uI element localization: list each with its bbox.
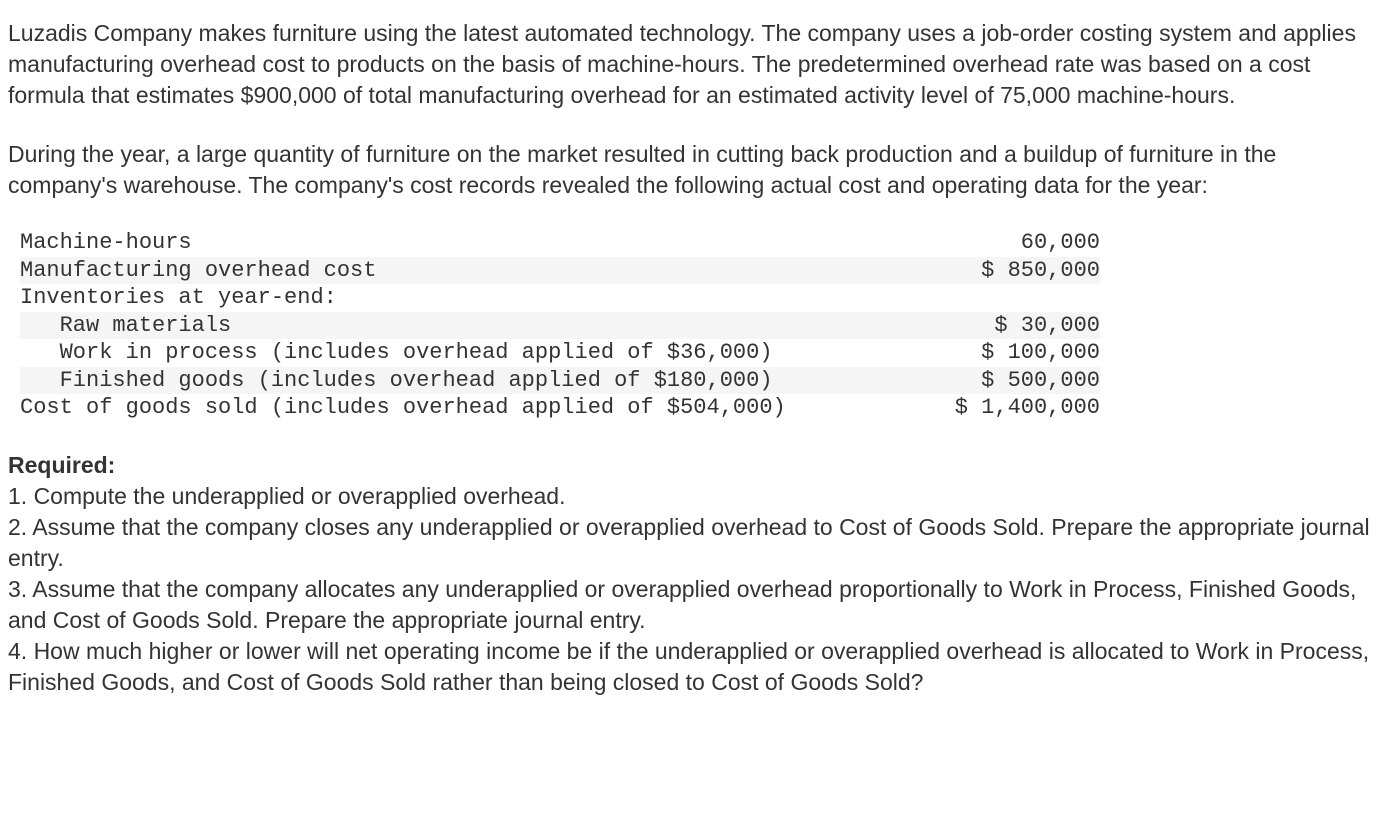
intro-paragraph-1: Luzadis Company makes furniture using th… (8, 18, 1374, 111)
required-item: 4. How much higher or lower will net ope… (8, 636, 1374, 698)
table-row: Work in process (includes overhead appli… (20, 339, 1100, 367)
required-item: 1. Compute the underapplied or overappli… (8, 481, 1374, 512)
table-row-label: Inventories at year-end: (20, 284, 337, 312)
table-row-label: Manufacturing overhead cost (20, 257, 376, 285)
table-row: Inventories at year-end: (20, 284, 1100, 312)
required-item: 3. Assume that the company allocates any… (8, 574, 1374, 636)
table-row-value: $ 1,400,000 (950, 394, 1100, 422)
table-row-value: 60,000 (950, 229, 1100, 257)
table-row: Raw materials $ 30,000 (20, 312, 1100, 340)
table-row-label: Work in process (includes overhead appli… (20, 339, 773, 367)
table-row: Cost of goods sold (includes overhead ap… (20, 394, 1100, 422)
table-row-label: Machine-hours (20, 229, 192, 257)
table-row-label: Finished goods (includes overhead applie… (20, 367, 773, 395)
required-heading: Required: (8, 450, 1374, 481)
required-section: Required: 1. Compute the underapplied or… (8, 450, 1374, 698)
table-row: Finished goods (includes overhead applie… (20, 367, 1100, 395)
table-row-value: $ 30,000 (950, 312, 1100, 340)
table-row-label: Cost of goods sold (includes overhead ap… (20, 394, 786, 422)
required-item: 2. Assume that the company closes any un… (8, 512, 1374, 574)
table-row-value: $ 100,000 (950, 339, 1100, 367)
table-row: Manufacturing overhead cost $ 850,000 (20, 257, 1100, 285)
table-row-value (950, 284, 1100, 312)
table-row-value: $ 850,000 (950, 257, 1100, 285)
intro-paragraph-2: During the year, a large quantity of fur… (8, 139, 1374, 201)
table-row-value: $ 500,000 (950, 367, 1100, 395)
table-row-label: Raw materials (20, 312, 231, 340)
table-row: Machine-hours 60,000 (20, 229, 1100, 257)
cost-data-table: Machine-hours60,000Manufacturing overhea… (20, 229, 1100, 422)
